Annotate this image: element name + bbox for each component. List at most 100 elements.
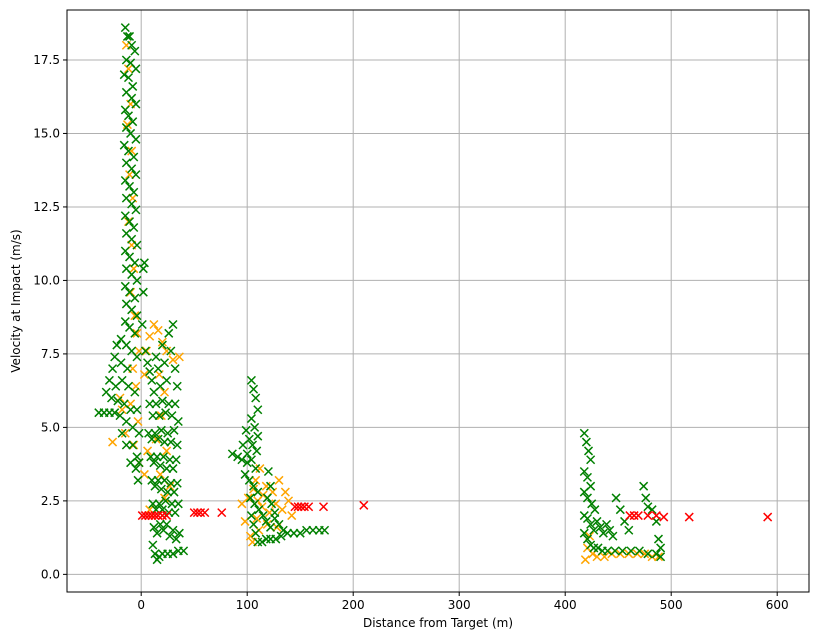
grid-lines: [67, 10, 809, 592]
data-point-marker: [245, 531, 255, 541]
x-tick-label: 600: [766, 598, 789, 612]
data-point-marker: [168, 319, 178, 330]
data-points: [94, 23, 773, 565]
data-point-marker: [287, 511, 297, 521]
data-point-marker: [258, 511, 268, 521]
data-point-marker: [165, 531, 175, 541]
data-point-marker: [640, 549, 650, 559]
data-point-marker: [129, 187, 139, 197]
data-point-marker: [261, 534, 271, 544]
data-point-marker: [589, 525, 599, 535]
data-point-marker: [172, 478, 182, 488]
data-point-marker: [598, 528, 608, 538]
data-point-marker: [153, 325, 163, 335]
y-tick-label: 0.0: [41, 567, 60, 581]
x-tick-label: 400: [554, 598, 577, 612]
data-point-marker: [603, 546, 613, 556]
data-point-marker: [131, 99, 141, 109]
data-point-marker: [154, 499, 164, 509]
data-point-marker: [253, 537, 263, 547]
x-tick-label: 0: [137, 598, 145, 612]
y-tick-label: 15.0: [33, 126, 60, 140]
data-point-marker: [125, 31, 135, 41]
data-point-marker: [656, 543, 666, 553]
data-point-marker: [130, 328, 140, 338]
data-point-marker: [246, 414, 256, 424]
y-tick-label: 7.5: [41, 347, 60, 361]
data-point-marker: [131, 464, 141, 474]
data-point-marker: [579, 487, 589, 497]
data-point-marker: [125, 181, 135, 191]
data-point-marker: [123, 73, 134, 83]
data-point-marker: [127, 164, 137, 174]
data-point-marker: [134, 458, 144, 468]
data-point-marker: [249, 484, 259, 494]
data-point-marker: [277, 505, 287, 515]
data-point-marker: [684, 512, 694, 522]
data-point-marker: [156, 425, 166, 435]
data-point-marker: [251, 528, 261, 538]
data-point-marker: [274, 475, 284, 485]
data-point-marker: [131, 170, 141, 180]
data-point-marker: [138, 264, 148, 274]
data-point-marker: [582, 513, 592, 524]
data-point-marker: [295, 528, 305, 538]
data-point-marker: [173, 416, 183, 427]
y-axis-ticks: 0.0 2.5 5.0 7.5 10.0 12.5 15.0 17.5: [33, 53, 67, 581]
data-point-marker: [173, 499, 183, 509]
data-point-marker: [634, 546, 644, 556]
data-point-marker: [157, 396, 167, 406]
data-point-marker: [145, 331, 155, 341]
data-point-marker: [582, 493, 592, 503]
data-point-marker: [245, 493, 255, 503]
data-point-marker: [156, 411, 166, 421]
data-point-marker: [149, 319, 159, 330]
data-point-marker: [254, 505, 264, 515]
data-point-marker: [263, 466, 273, 477]
data-point-marker: [643, 511, 653, 521]
x-tick-label: 100: [236, 598, 259, 612]
data-point-marker: [583, 446, 594, 456]
data-point-marker: [132, 352, 142, 362]
data-point-marker: [123, 111, 134, 121]
data-point-marker: [615, 505, 625, 515]
data-point-marker: [595, 522, 605, 532]
data-point-marker: [132, 275, 142, 285]
data-point-marker: [162, 446, 172, 456]
data-point-marker: [252, 513, 262, 524]
data-point-marker: [171, 455, 181, 465]
data-point-marker: [617, 546, 627, 556]
data-point-marker: [249, 384, 259, 394]
data-point-marker: [763, 512, 773, 522]
data-point-marker: [132, 328, 142, 338]
data-point-marker: [121, 55, 131, 65]
data-point-marker: [131, 205, 141, 215]
data-point-marker: [217, 508, 227, 518]
data-point-marker: [130, 293, 140, 303]
data-point-marker: [246, 455, 256, 465]
data-point-marker: [168, 355, 178, 365]
data-point-marker: [129, 222, 139, 233]
y-tick-label: 17.5: [33, 53, 60, 67]
data-point-marker: [153, 434, 163, 444]
data-point-marker: [150, 428, 160, 438]
data-point-marker: [246, 511, 256, 521]
y-tick-label: 10.0: [33, 273, 60, 287]
data-point-marker: [255, 464, 265, 474]
data-point-marker: [150, 511, 160, 521]
data-point-marker: [130, 311, 140, 321]
data-point-marker: [170, 508, 180, 518]
data-point-marker: [139, 369, 149, 380]
data-point-marker: [134, 428, 144, 438]
data-point-marker: [164, 328, 174, 338]
y-tick-label: 5.0: [41, 420, 60, 434]
data-point-marker: [611, 493, 621, 503]
data-point-marker: [261, 516, 271, 526]
data-point-marker: [253, 487, 263, 497]
data-point-marker: [246, 375, 256, 385]
data-point-marker: [174, 528, 184, 538]
data-point-marker: [127, 93, 137, 103]
data-point-marker: [159, 358, 170, 368]
data-point-marker: [587, 499, 597, 509]
